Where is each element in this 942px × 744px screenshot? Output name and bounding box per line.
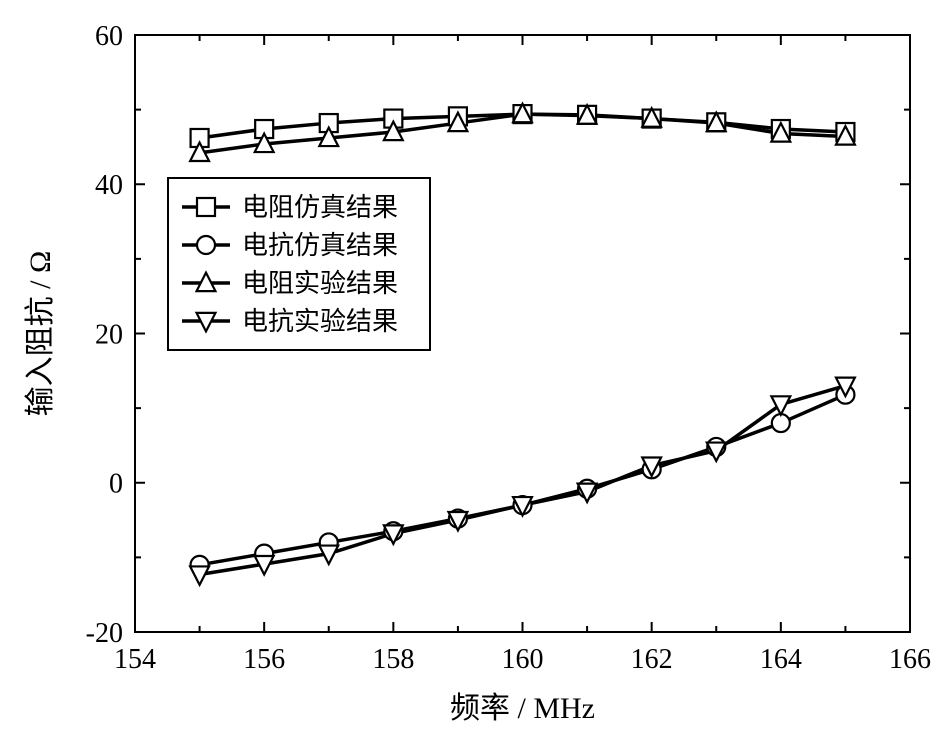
svg-text:-20: -20 xyxy=(86,618,123,649)
svg-text:20: 20 xyxy=(95,319,123,350)
svg-text:60: 60 xyxy=(95,21,123,52)
svg-text:40: 40 xyxy=(95,170,123,201)
legend-item-label: 电抗实验结果 xyxy=(242,307,398,336)
svg-text:0: 0 xyxy=(109,469,123,500)
svg-text:166: 166 xyxy=(889,644,931,675)
legend-item-label: 电阻实验结果 xyxy=(242,269,398,298)
y-axis-label: 输入阻抗 / Ω xyxy=(24,251,57,417)
x-axis-label: 频率 / MHz xyxy=(450,692,595,725)
line-chart: 154156158160162164166-200204060频率 / MHz输… xyxy=(0,0,942,744)
svg-text:162: 162 xyxy=(631,644,673,675)
svg-text:156: 156 xyxy=(243,644,285,675)
svg-text:164: 164 xyxy=(760,644,802,675)
svg-text:158: 158 xyxy=(372,644,414,675)
svg-text:160: 160 xyxy=(502,644,544,675)
legend-item-label: 电抗仿真结果 xyxy=(242,231,398,260)
legend: 电阻仿真结果电抗仿真结果电阻实验结果电抗实验结果 xyxy=(168,178,430,350)
legend-item-label: 电阻仿真结果 xyxy=(242,193,398,222)
